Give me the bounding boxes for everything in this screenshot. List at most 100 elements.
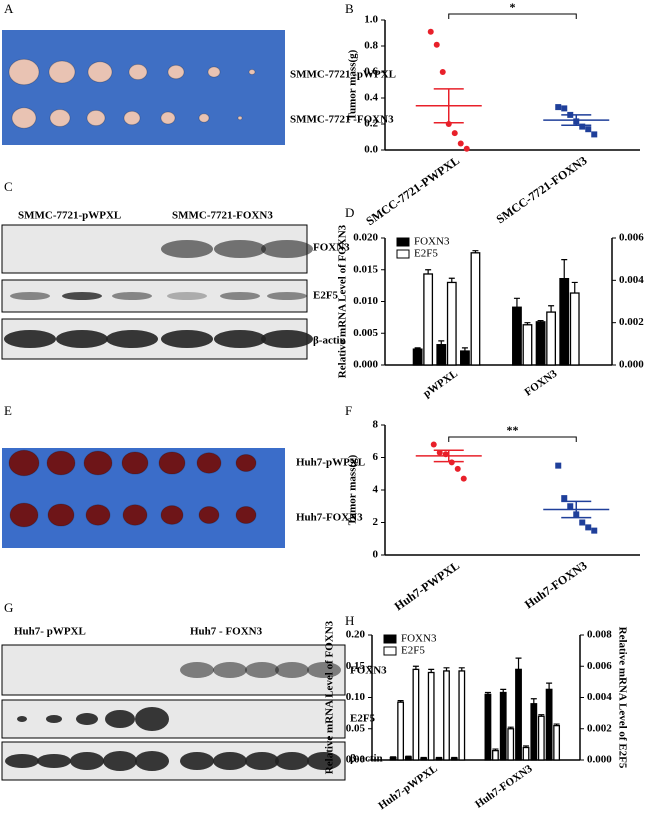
blot-band [17,716,27,722]
significance-bracket [448,436,577,442]
blot-band [70,752,104,770]
bar [423,273,434,366]
panel-label: H [345,613,354,628]
legend-swatch [396,249,410,259]
error-bar [484,691,491,695]
y-tick-label: 0.2 [364,118,378,130]
tumor [207,66,221,78]
tumor [85,504,111,526]
error-bar [538,714,545,717]
blot-band [180,752,214,770]
axis-label: Relative mRNA Level of E2F5 [616,627,628,769]
significance: ** [507,423,519,437]
blot-band [103,751,137,771]
tumor [47,503,75,527]
error-bar [405,755,412,757]
x-group-label: FOXN3 [522,367,559,398]
y-tick-label: 0.004 [587,691,612,703]
y-tick-label: 0.15 [346,660,366,672]
tumor [87,61,113,83]
bar [443,670,450,761]
y-tick-label: 0.00 [346,754,366,766]
blot-band [220,292,260,300]
significance: * [510,0,516,14]
legend-label: FOXN3 [414,236,450,248]
y-tick-label: 0.0 [364,144,378,156]
photos [1,30,346,781]
error-bar [571,281,578,294]
bar [535,321,546,366]
bar [450,757,458,761]
tumor [235,454,257,472]
blot-band [307,662,341,678]
blot-band [161,330,213,348]
tumor [237,115,243,121]
bar [492,749,499,761]
blot-band: FOXN3 [350,665,387,677]
point [579,123,586,130]
bar [537,715,545,761]
blot-band [105,710,135,728]
y-tick-label: 0.05 [346,722,366,734]
tumor [8,58,40,86]
y-tick-label: 0.005 [353,327,378,339]
error-bar [561,258,568,279]
y-tick-label: 0.002 [587,722,612,734]
blot-band [112,292,152,300]
tumor [160,505,184,525]
photo-label: Huh7-pWPXL [296,457,365,469]
blot-band [62,292,102,300]
error-bar [515,657,522,670]
bar [460,350,470,366]
error-bar [451,756,458,759]
bar [553,724,561,761]
panel-label: A [4,1,14,16]
tumor [128,63,148,81]
y-tick-label: 0.10 [346,691,366,703]
panel-label: E [4,403,12,418]
tumor [158,451,186,475]
bar [559,277,570,366]
point [561,495,568,502]
tumor [167,64,185,80]
x-tick-label: Huh7-FOXN3 [522,558,590,611]
y-tick-label: 0.20 [346,629,366,641]
point [433,41,440,48]
error-bar [433,88,464,124]
error-bar [523,745,530,748]
y-tick-label: 1.0 [364,14,378,26]
error-bar [537,319,544,322]
blot-band [261,240,313,258]
tumor [86,109,106,127]
x-group-label: pWPXL [421,368,460,400]
error-bar [513,297,520,308]
error-bar [420,756,427,759]
tumor [83,450,113,476]
tumor [121,451,149,475]
point [427,28,434,35]
x-tick-label: SMCC-7721-FOXN3 [494,153,590,226]
error-bar [561,114,592,127]
error-bar [530,698,537,704]
blot-band [135,751,169,771]
axis-label: Tumor mass(g) [347,454,359,525]
blot-group: SMMC-7721-pWPXL [18,210,121,222]
point [457,140,464,147]
bar [412,668,420,761]
bar [420,757,428,761]
y-tick-label: 0.010 [353,295,378,307]
point [460,475,467,482]
blot-band [135,707,169,731]
y-tick-label: 4 [373,484,379,496]
tumor [123,110,141,126]
point [439,69,446,75]
blot-group: Huh7- pWPXL [14,626,86,638]
point [430,441,437,448]
panel-label: B [345,1,354,16]
blot-band [37,754,71,768]
x-tick-label: Huh7-PWPXL [392,558,462,613]
blot-band: β-actin [313,335,346,347]
blot-band [214,240,266,258]
blot-band: β-actin [350,753,383,765]
legend-label: E2F5 [414,248,438,260]
